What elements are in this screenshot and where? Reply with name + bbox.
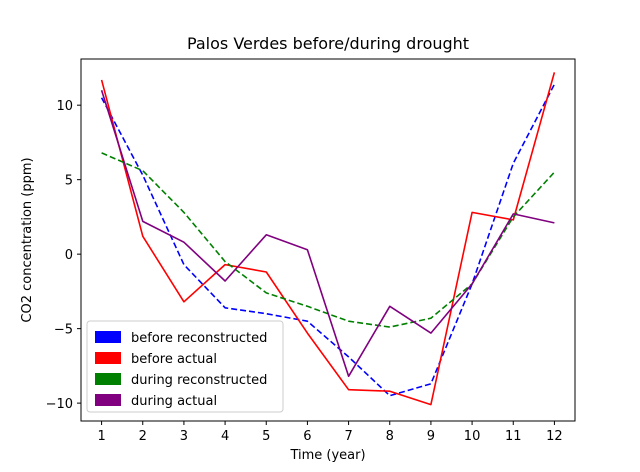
legend-label-3: during actual [131,394,217,409]
series-line-0 [100,83,556,397]
legend-swatch-1 [95,352,121,364]
legend-label-0: before reconstructed [131,331,267,346]
series-line-1 [100,72,556,406]
x-tick-label: 8 [386,429,394,444]
x-tick-label: 6 [303,429,311,444]
legend-swatch-3 [95,394,121,406]
series-line-3 [100,90,555,378]
legend-label-2: during reconstructed [131,373,267,388]
x-tick-label: 3 [180,429,188,444]
x-tick-label: 2 [139,429,147,444]
x-tick-label: 7 [344,429,352,444]
x-tick-label: 10 [464,429,481,444]
legend-swatch-2 [95,373,121,385]
y-tick-label: 10 [56,99,73,114]
y-tick-label: 0 [65,248,73,263]
x-axis-label: Time (year) [289,448,365,463]
y-tick-label: 5 [65,174,73,189]
y-tick-label: −10 [46,397,73,412]
y-tick-label: −5 [54,323,73,338]
x-tick-label: 5 [262,429,270,444]
legend: before reconstructed before actual during … [86,320,284,413]
legend-box [86,320,284,413]
x-tick-label: 11 [505,429,522,444]
x-tick-label: 12 [546,429,563,444]
x-tick-label: 9 [427,429,435,444]
x-axis: 1 2 3 4 5 6 7 8 9 10 11 12 [97,421,563,444]
plot-frame [80,58,576,422]
x-tick-label: 1 [97,429,105,444]
legend-label-1: before actual [131,352,217,367]
series-line-2 [101,152,555,328]
x-tick-label: 4 [221,429,229,444]
series-group [100,72,556,406]
y-axis: 10 5 0 −5 −10 [46,99,81,412]
y-axis-label: CO2 concentration (ppm) [20,157,35,322]
chart-title: Palos Verdes before/during drought [187,34,469,53]
legend-swatch-0 [95,331,121,343]
